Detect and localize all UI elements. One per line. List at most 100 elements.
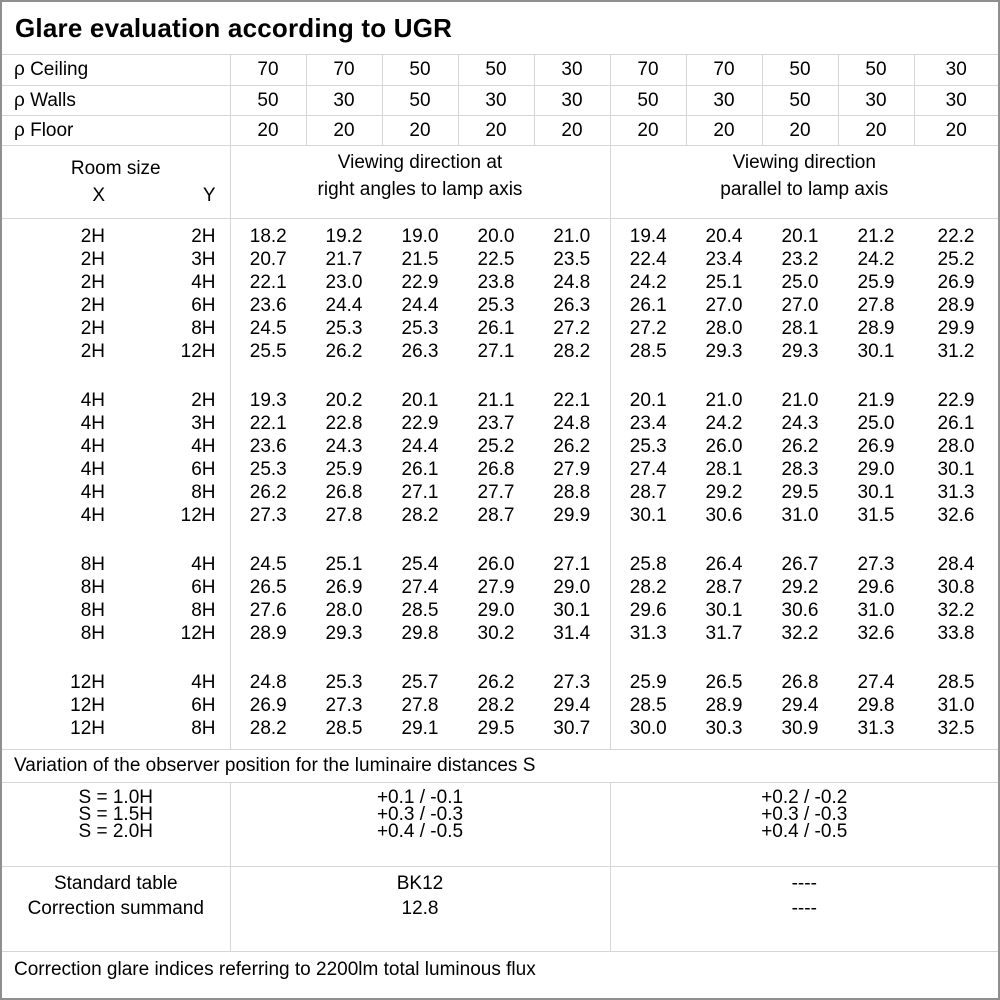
observer-variation-labels: S = 1.0H S = 1.5H S = 2.0H (2, 782, 230, 867)
observer-variation-value: +0.2 / -0.2 (761, 786, 848, 808)
ugr-value-right-angles: 20.1 (401, 390, 439, 411)
ugr-value-parallel: 32.2 (937, 600, 975, 621)
ugr-value-parallel: 23.4 (609, 412, 686, 435)
ugr-value-right-angles: 26.0 (477, 554, 515, 575)
ugr-value-right-angles: 18.2 (229, 225, 306, 248)
reflectance-value: 30 (913, 85, 998, 116)
room-y-value: 6H (191, 459, 216, 480)
ugr-value-parallel: 28.7 (705, 577, 743, 598)
ugr-value-right-angles: 29.1 (401, 718, 439, 739)
ugr-value-parallel: 29.6 (609, 599, 686, 622)
ugr-value-right-angles: 21.7 (325, 249, 363, 270)
ugr-value-parallel: 30.9 (781, 718, 819, 739)
ugr-value-parallel: 28.1 (781, 318, 819, 339)
ugr-value-parallel: 29.2 (781, 577, 819, 598)
reflectance-value: 20 (381, 115, 458, 146)
ugr-table-body: ρ Ceiling 70 70 50 50 30 70 70 50 50 30 ρ Walls 50 30… (2, 55, 998, 996)
ugr-value-parallel: 28.9 (857, 318, 895, 339)
reflectance-value: 20 (305, 115, 382, 146)
ugr-value-right-angles: 19.2 (325, 226, 363, 247)
ugr-value-right-angles: 19.0 (401, 226, 439, 247)
ugr-value-right-angles: 27.6 (229, 599, 306, 622)
ugr-value-parallel: 28.9 (937, 295, 975, 316)
spacer-cell (2, 527, 230, 553)
ugr-value-right-angles: 26.9 (325, 577, 363, 598)
ugr-value-right-angles: 22.5 (477, 249, 515, 270)
ugr-value-right-angles: 23.5 (553, 249, 591, 270)
ugr-value-right-angles: 27.7 (477, 482, 515, 503)
ugr-value-parallel: 31.5 (857, 505, 895, 526)
room-y-value: 6H (191, 577, 216, 598)
reflectance-value: 20 (913, 115, 998, 146)
ugr-value-right-angles: 21.0 (553, 226, 591, 247)
ugr-value-right-angles: 27.1 (401, 482, 439, 503)
ugr-value-parallel: 31.3 (609, 622, 686, 645)
spacer-cell (2, 363, 230, 389)
ugr-value-parallel: 29.2 (705, 482, 743, 503)
ugr-value-parallel: 24.2 (705, 413, 743, 434)
ugr-value-right-angles: 26.9 (229, 694, 306, 717)
spacer-cell (609, 645, 998, 671)
ugr-value-right-angles: 25.3 (325, 672, 363, 693)
room-x-value: 2H (80, 341, 105, 362)
ugr-value-right-angles: 25.3 (325, 318, 363, 339)
summary-right-angles: BK12 12.8 (229, 866, 610, 952)
ugr-value-parallel: 30.8 (937, 577, 975, 598)
summary-parallel: ---- ---- (609, 866, 998, 952)
ugr-value-right-angles: 29.3 (325, 623, 363, 644)
ugr-value-right-angles: 25.5 (229, 340, 306, 363)
ugr-value-parallel: 31.0 (937, 695, 975, 716)
room-y-value: 4H (191, 672, 216, 693)
ugr-value-right-angles: 28.7 (477, 505, 515, 526)
spacer-cell (2, 218, 230, 225)
room-y-value: 4H (191, 436, 216, 457)
parallel-header-line1: Viewing direction (732, 151, 876, 173)
ugr-value-parallel: 21.0 (705, 390, 743, 411)
ugr-value-right-angles: 21.5 (401, 249, 439, 270)
reflectance-value: 30 (457, 85, 534, 116)
ugr-value-parallel: 28.0 (705, 318, 743, 339)
ugr-value-parallel: 31.2 (937, 341, 975, 362)
room-x-value: 2H (80, 295, 105, 316)
spacer-cell (609, 527, 998, 553)
room-x-value: 4H (80, 436, 105, 457)
ugr-value-parallel: 28.7 (609, 481, 686, 504)
ugr-value-right-angles: 29.8 (401, 623, 439, 644)
reflectance-value: 50 (761, 85, 838, 116)
reflectance-value: 70 (229, 55, 306, 86)
ugr-value-right-angles: 27.3 (553, 672, 591, 693)
ugr-value-parallel: 20.1 (781, 226, 819, 247)
ugr-value-right-angles: 26.8 (325, 482, 363, 503)
ugr-value-parallel: 32.6 (937, 505, 975, 526)
ugr-value-parallel: 23.4 (705, 249, 743, 270)
ugr-value-parallel: 26.7 (781, 554, 819, 575)
room-size-label: Room size (70, 157, 161, 179)
ugr-value-right-angles: 25.9 (325, 459, 363, 480)
ugr-value-right-angles: 19.3 (229, 389, 306, 412)
observer-variation-value: +0.3 / -0.3 (761, 803, 848, 825)
room-y-value: 8H (191, 482, 216, 503)
ugr-value-right-angles: 28.5 (401, 600, 439, 621)
room-x-value: 4H (80, 505, 105, 526)
ugr-value-parallel: 26.8 (781, 672, 819, 693)
reflectance-value: 30 (533, 55, 610, 86)
summary-value: BK12 (396, 872, 444, 894)
ugr-value-parallel: 30.6 (705, 505, 743, 526)
observer-variation-value: +0.4 / -0.5 (761, 820, 848, 842)
ugr-value-parallel: 24.3 (781, 413, 819, 434)
summary-labels: Standard table Correction summand (2, 866, 230, 952)
ugr-value-parallel: 25.0 (857, 413, 895, 434)
reflectance-value: 30 (837, 85, 914, 116)
ugr-value-parallel: 31.3 (937, 482, 975, 503)
ugr-value-parallel: 33.8 (937, 623, 975, 644)
ugr-value-parallel: 25.9 (609, 671, 686, 694)
room-y-value: 8H (191, 318, 216, 339)
ugr-value-right-angles: 27.3 (325, 695, 363, 716)
ugr-value-right-angles: 24.8 (553, 272, 591, 293)
ugr-value-parallel: 27.0 (781, 295, 819, 316)
reflectance-value: 50 (457, 55, 534, 86)
ugr-value-right-angles: 26.1 (477, 318, 515, 339)
ugr-value-parallel: 26.9 (937, 272, 975, 293)
